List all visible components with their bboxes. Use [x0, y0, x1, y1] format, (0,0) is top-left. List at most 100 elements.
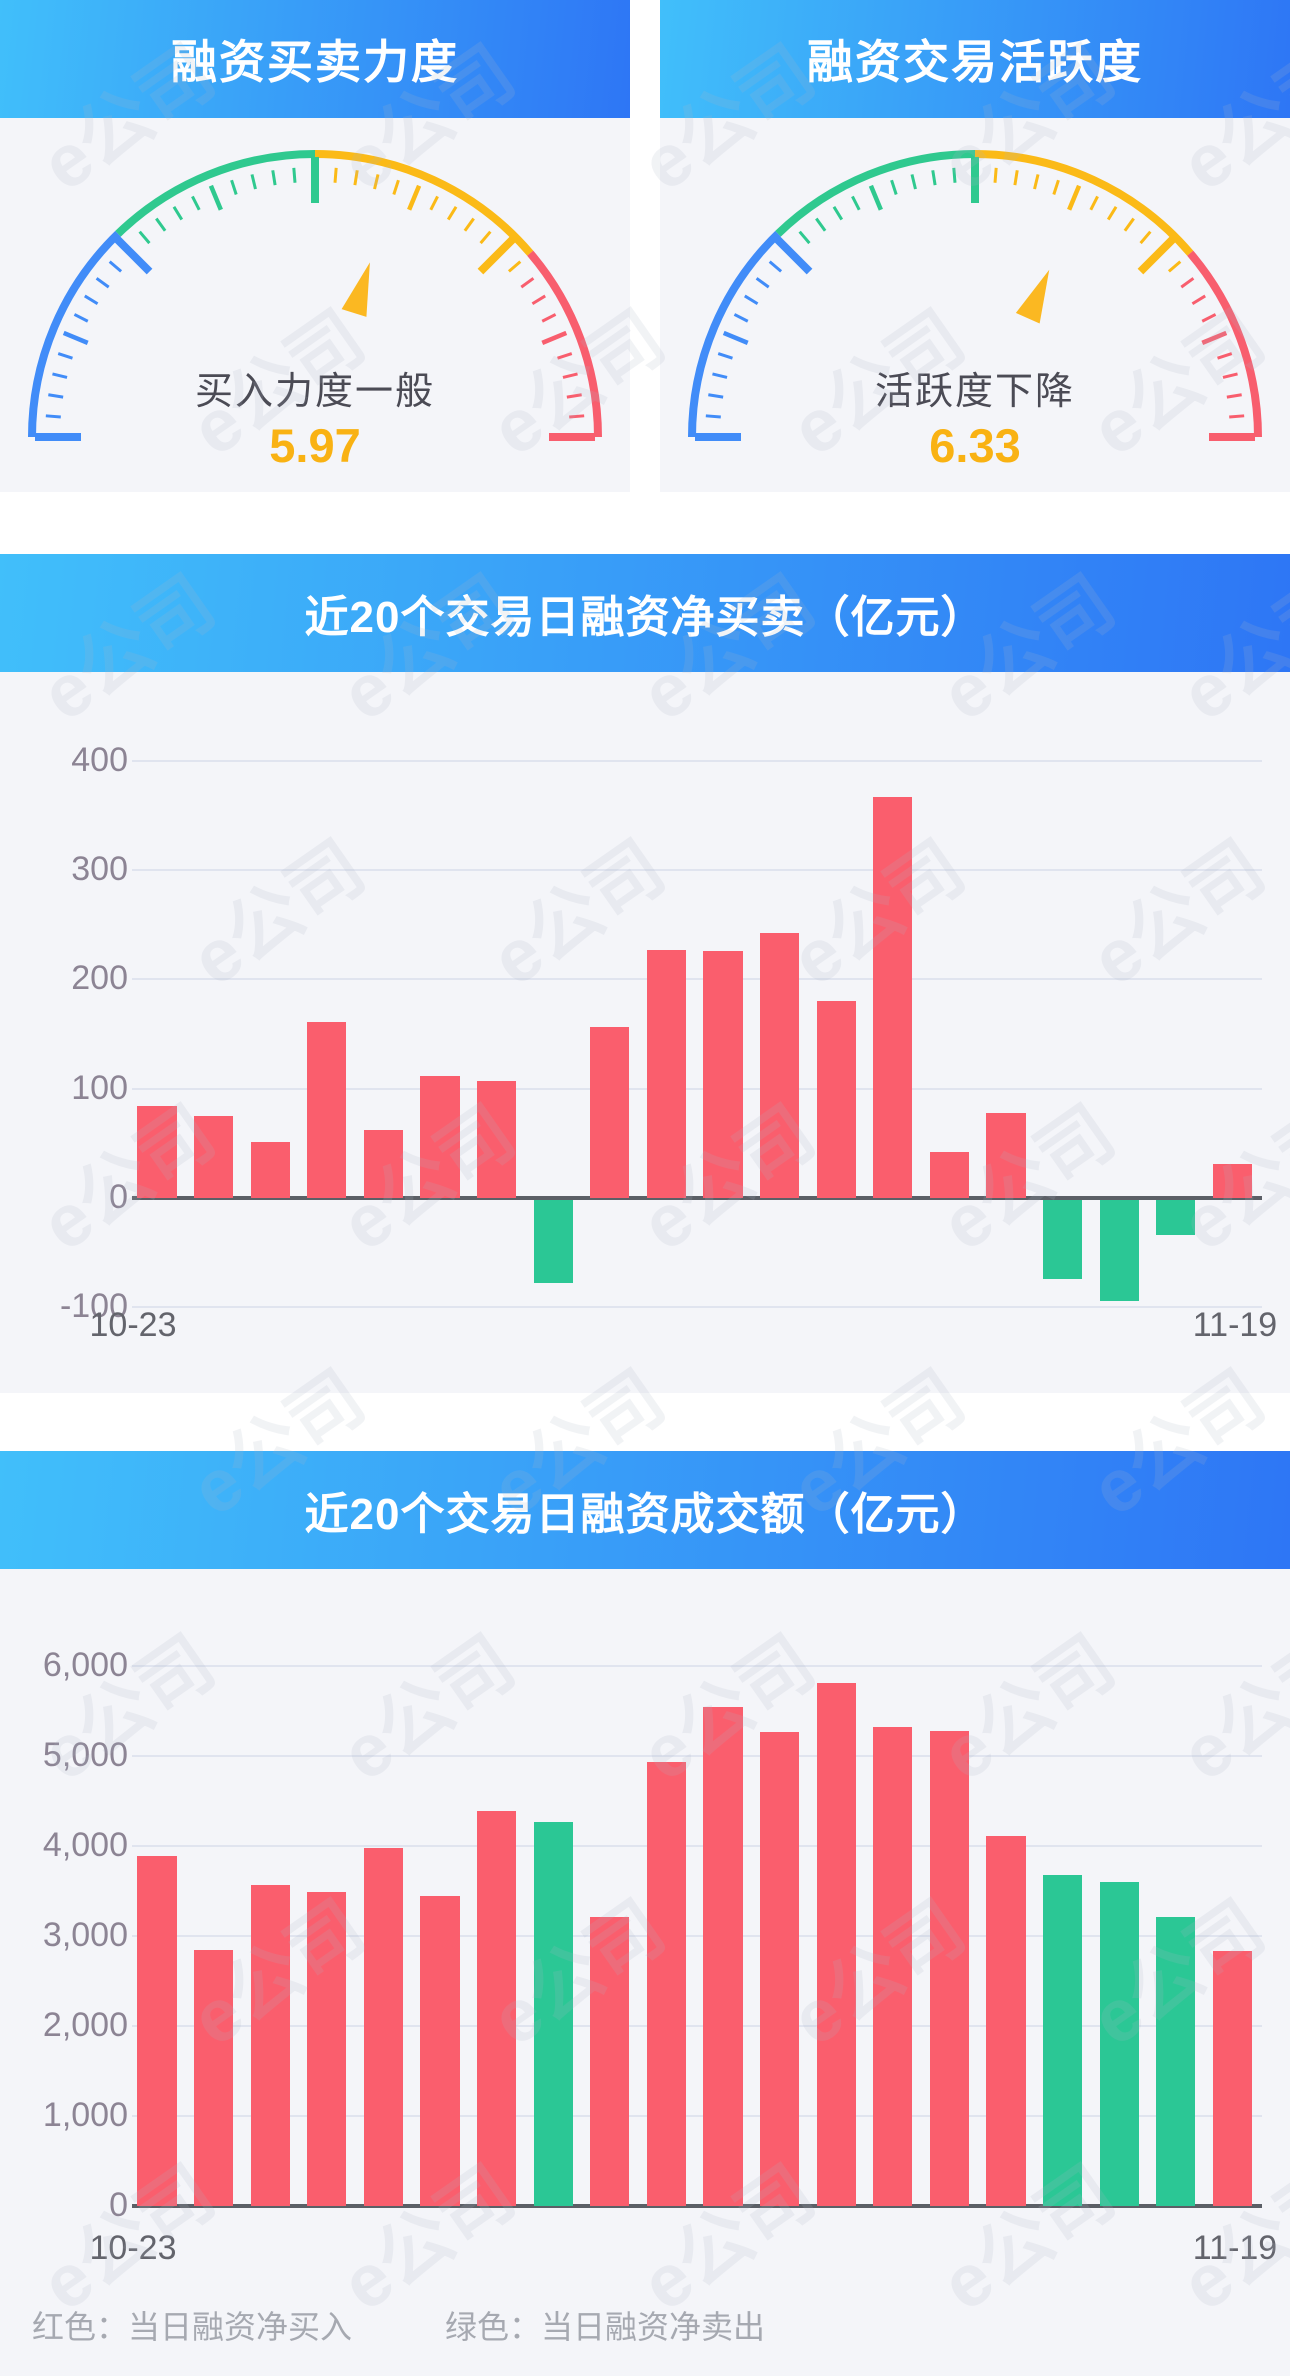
- gauge-tick: [1201, 330, 1228, 345]
- gridline: [132, 1306, 1262, 1309]
- bar-net-buy-day: [137, 1855, 177, 2206]
- gauge-tick: [1139, 230, 1152, 245]
- gauge-tick: [520, 277, 535, 289]
- gauge-tick: [931, 170, 937, 186]
- gauge-arc-segment: [314, 150, 534, 256]
- gauge-tick: [1089, 195, 1099, 211]
- legend-green: 绿色：当日融资净卖出: [445, 2309, 766, 2345]
- gridline: [132, 1087, 1262, 1090]
- gauge-title-buy-sell-strength: 融资买卖力度: [0, 0, 630, 118]
- y-axis-tick-label: 300: [71, 850, 128, 889]
- bar-net-buy-day: [873, 796, 913, 1198]
- bar-net-sell-day: [1042, 1200, 1083, 1279]
- gauge-tick: [1167, 260, 1182, 273]
- gauge-tick: [744, 294, 759, 306]
- gauge-tick: [798, 230, 811, 245]
- gauge-tick: [172, 206, 184, 221]
- bar-net-buy-day: [646, 949, 686, 1198]
- x-axis-line: [132, 2204, 1262, 2208]
- gridline: [132, 978, 1262, 981]
- bar-net-buy-day: [590, 1917, 630, 2206]
- bar-net-sell-day: [1042, 1875, 1083, 2206]
- gauge-tick: [1229, 414, 1245, 419]
- gauge-needle: [341, 262, 370, 317]
- bar-net-sell-day: [1099, 1200, 1139, 1301]
- gauge-tick: [1191, 294, 1206, 306]
- gauge-cards-divider: [630, 0, 660, 492]
- y-axis-tick-label: 0: [109, 2186, 128, 2224]
- gauge-tick: [1226, 393, 1242, 399]
- gauge-tick: [479, 230, 492, 245]
- gridline: [132, 869, 1262, 872]
- bar-net-buy-day: [420, 1895, 460, 2206]
- y-axis-tick-label: 5,000: [42, 1736, 128, 1774]
- gauge-card-financing-buy-sell-strength: 融资买卖力度 买入力度一般 5.97: [0, 0, 630, 492]
- gauge-tick: [952, 167, 957, 183]
- gauge-tick: [722, 330, 749, 345]
- gauge-needle: [1015, 269, 1050, 324]
- bar-net-buy-day: [476, 1081, 517, 1198]
- bar-net-buy-day: [193, 1950, 234, 2206]
- gauge-tick: [446, 206, 458, 221]
- gauge-tick: [407, 184, 422, 211]
- y-axis-tick-label: 200: [71, 959, 128, 998]
- bar-net-buy-day: [703, 950, 743, 1198]
- gauge-arc-segment: [115, 150, 316, 237]
- gauge-arc-segment: [974, 150, 1194, 256]
- net-financing-bar-chart: 400 300 200 100 0 -100 10-23 11-19: [0, 672, 1290, 1393]
- gauge-tick: [1180, 277, 1195, 289]
- x-axis-date-label: 10-23: [89, 2229, 177, 2267]
- gauge-tick: [815, 217, 827, 232]
- gauge-tick: [1033, 174, 1040, 190]
- bar-net-sell-day: [1099, 1882, 1139, 2206]
- gauge-tick: [95, 277, 110, 289]
- chart-title-net-financing: 近20个交易日融资净买卖（亿元）: [0, 554, 1290, 672]
- gauge-tick: [733, 313, 749, 323]
- bar-net-buy-day: [816, 1683, 856, 2206]
- gauge-tick: [138, 230, 151, 245]
- gridline: [132, 1935, 1262, 1937]
- bar-net-sell-day: [533, 1821, 573, 2206]
- bar-net-buy-day: [137, 1106, 177, 1198]
- bar-net-buy-day: [703, 1706, 743, 2206]
- bar-net-buy-day: [307, 1891, 347, 2206]
- bar-net-buy-day: [193, 1116, 234, 1198]
- gauge-tick: [768, 260, 783, 273]
- gauge-status-text: 活跃度下降: [874, 371, 1075, 413]
- bar-net-buy-day: [1212, 1951, 1252, 2206]
- bar-net-buy-day: [929, 1730, 969, 2206]
- gauge-tick: [230, 179, 238, 195]
- chart-card-financing-turnover: 近20个交易日融资成交额（亿元） 红色：当日融资净买入 绿色：当日融资净卖出 6…: [0, 1451, 1290, 2376]
- bar-net-buy-day: [250, 1142, 290, 1198]
- gauge-title-trading-activity: 融资交易活跃度: [660, 0, 1290, 118]
- gauge-tick: [531, 294, 546, 306]
- gauge-tick: [333, 167, 338, 183]
- gauge-tick: [557, 352, 573, 360]
- gauge-tick: [541, 313, 557, 323]
- gauge-tick: [52, 372, 68, 379]
- bar-net-buy-day: [816, 1001, 856, 1198]
- gauge-tick: [993, 167, 998, 183]
- gauge-dial-buy-sell-strength: [28, 150, 602, 441]
- gauge-tick: [1052, 179, 1060, 195]
- bar-net-buy-day: [307, 1022, 347, 1198]
- gauge-tick: [271, 170, 277, 186]
- gauge-tick: [250, 174, 257, 190]
- bar-net-sell-day: [1156, 1200, 1196, 1235]
- gauge-tick: [832, 206, 844, 221]
- gauge-tick: [712, 372, 728, 379]
- bar-net-buy-day: [250, 1884, 290, 2206]
- gridline: [132, 1665, 1262, 1667]
- bar-net-buy-day: [363, 1130, 403, 1198]
- y-axis-tick-label: 100: [71, 1068, 128, 1107]
- gauge-tick: [373, 174, 380, 190]
- gauge-tick: [292, 167, 297, 183]
- gauge-tick: [463, 217, 475, 232]
- gauge-value: 5.97: [269, 419, 361, 472]
- gauge-tick: [910, 174, 917, 190]
- gauge-tick: [1123, 217, 1135, 232]
- gauge-tick: [1013, 170, 1019, 186]
- y-axis-tick-label: 4,000: [42, 1826, 128, 1864]
- bar-net-buy-day: [873, 1726, 913, 2206]
- bar-net-buy-day: [363, 1848, 403, 2206]
